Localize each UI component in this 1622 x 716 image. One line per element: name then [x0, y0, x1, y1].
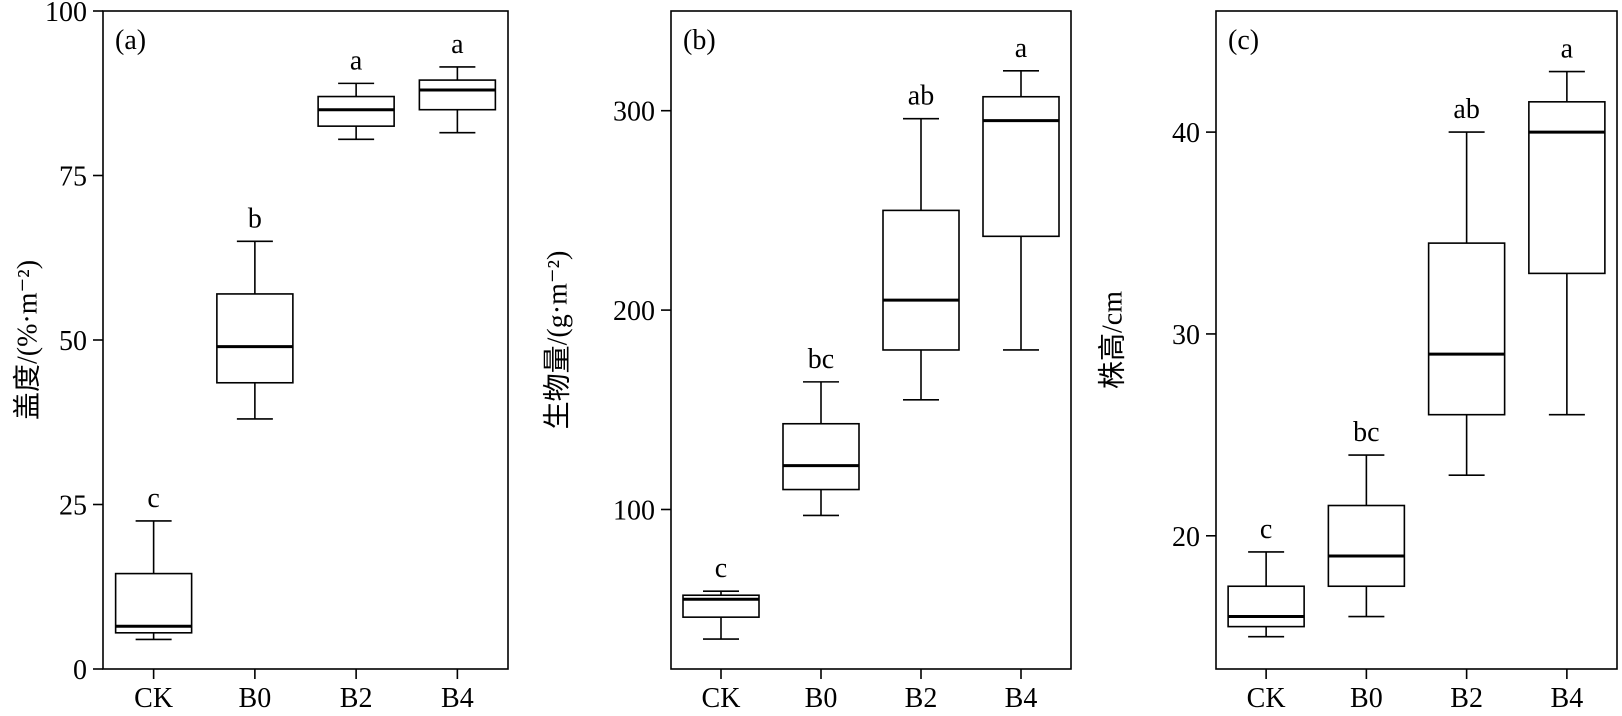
box-ck: c [114, 483, 193, 641]
significance-letter: a [451, 29, 464, 60]
significance-letter: ab [908, 81, 934, 112]
iqr-box [1227, 585, 1305, 628]
box-b4: a [982, 33, 1060, 351]
box-ck: c [682, 553, 760, 640]
x-tick-label: B4 [1551, 683, 1584, 714]
panel-b: (b) 100 200 300 生物量/(g·m⁻²) CK B0 B2 B4 c bc ab a [541, 10, 1072, 714]
significance-letter: a [1561, 34, 1574, 65]
significance-letter: a [1015, 33, 1028, 64]
plot-frame [670, 10, 1072, 670]
significance-letter: a [350, 45, 363, 76]
x-tick-label: B2 [1450, 683, 1483, 714]
box-b2: a [317, 45, 395, 141]
box-ck: c [1227, 514, 1305, 638]
y-tick-label: 300 [613, 97, 655, 128]
significance-letter: c [147, 483, 159, 514]
box-b4: a [418, 29, 497, 134]
panel-label: (a) [115, 25, 146, 56]
y-tick-label: 0 [73, 655, 87, 686]
y-tick-label: 40 [1172, 118, 1200, 149]
box-b4: a [1528, 34, 1606, 416]
significance-letter: c [1260, 514, 1272, 545]
box-b2: ab [882, 81, 960, 401]
panel-c: (c) 20 30 40 株高/cm CK B0 B2 B4 c bc ab a [1096, 10, 1618, 714]
iqr-box [1528, 101, 1606, 275]
iqr-box [782, 422, 860, 491]
y-axis-label: 盖度/(%·m⁻²) [11, 260, 43, 420]
box-b0: bc [782, 344, 860, 517]
box-b0: b [216, 203, 294, 420]
x-tick-label: B0 [1350, 683, 1383, 714]
panel-label: (c) [1228, 25, 1259, 56]
box-b0: bc [1327, 417, 1406, 618]
panel-a: (a) 0 25 50 75 100 盖度/(%·m⁻²) CK B0 B2 B4 c b a a [11, 0, 509, 714]
iqr-box [1427, 242, 1506, 416]
plot-frame [1215, 10, 1618, 670]
x-tick-label: B2 [340, 683, 373, 714]
iqr-box [114, 572, 193, 634]
y-tick-label: 100 [45, 0, 87, 28]
y-tick-label: 50 [59, 326, 87, 357]
significance-letter: ab [1453, 94, 1479, 125]
x-tick-label: B0 [805, 683, 838, 714]
x-tick-label: CK [134, 683, 173, 714]
significance-letter: b [248, 203, 262, 234]
y-tick-label: 20 [1172, 522, 1200, 553]
iqr-box [882, 209, 960, 351]
y-tick-label: 200 [613, 296, 655, 327]
iqr-box [982, 95, 1060, 238]
y-tick-label: 75 [59, 162, 87, 193]
y-tick-label: 25 [59, 491, 87, 522]
y-axis-label: 生物量/(g·m⁻²) [541, 251, 573, 430]
panel-label: (b) [683, 25, 716, 56]
significance-letter: c [715, 553, 727, 584]
x-tick-label: CK [702, 683, 741, 714]
iqr-box [1327, 504, 1406, 588]
iqr-box [216, 293, 294, 384]
x-tick-label: CK [1247, 683, 1286, 714]
iqr-box [418, 79, 497, 111]
significance-letter: bc [1353, 417, 1379, 448]
iqr-box [317, 95, 395, 127]
x-tick-label: B2 [905, 683, 938, 714]
box-b2: ab [1427, 94, 1506, 477]
y-axis-label: 株高/cm [1096, 291, 1128, 389]
y-tick-label: 100 [613, 495, 655, 526]
x-tick-label: B4 [441, 683, 474, 714]
x-tick-label: B0 [239, 683, 272, 714]
x-tick-label: B4 [1005, 683, 1038, 714]
significance-letter: bc [808, 344, 834, 375]
y-tick-label: 30 [1172, 320, 1200, 351]
